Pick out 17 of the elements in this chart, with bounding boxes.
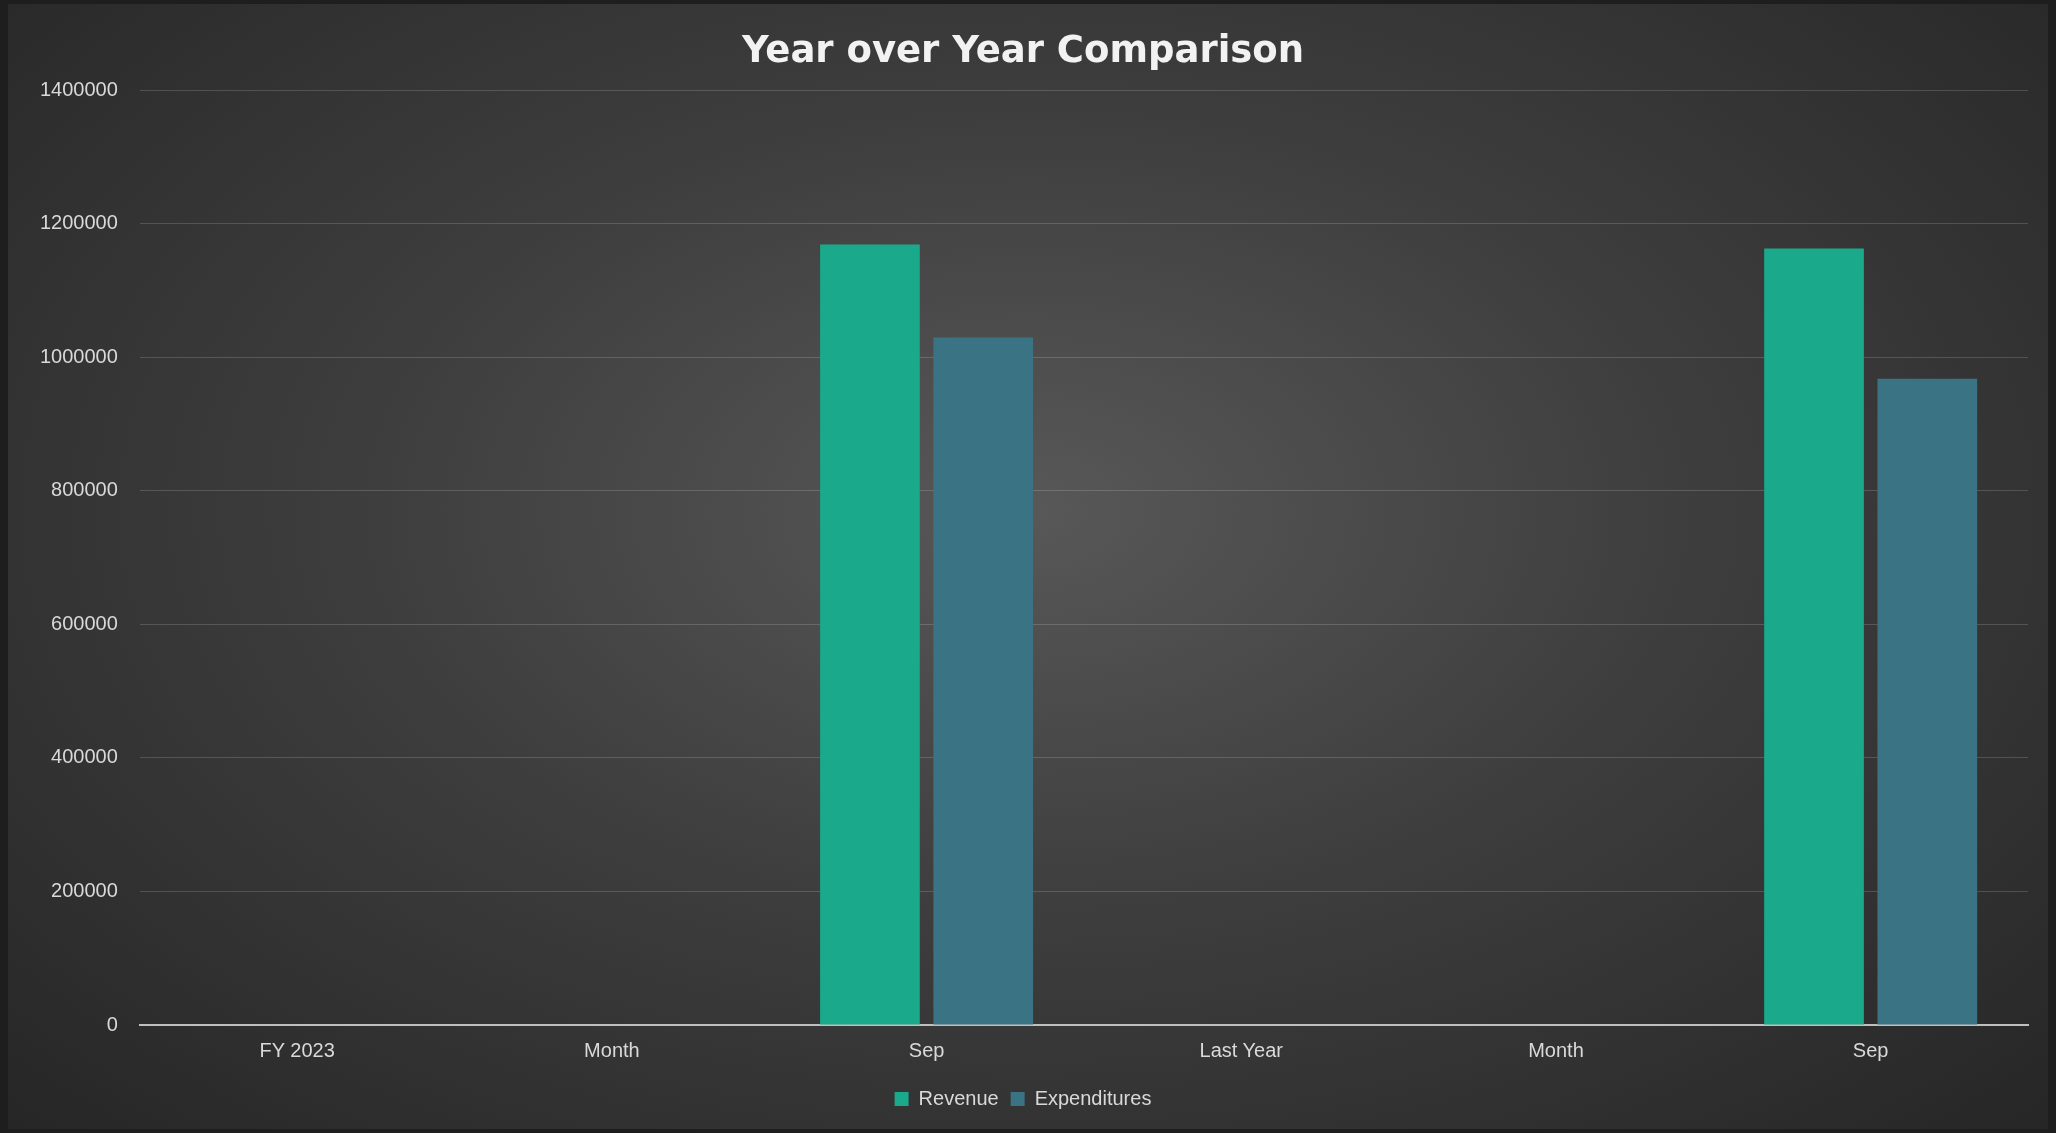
x-tick-label: Sep [1852,1038,1889,1061]
x-tick-label: Month [584,1038,640,1061]
x-tick-label: Month [1528,1038,1584,1061]
y-tick-label: 600000 [51,611,118,634]
y-tick-label: 0 [106,1012,118,1035]
x-tick-label: FY 2023 [259,1038,335,1061]
y-tick-label: 800000 [51,478,118,501]
y-tick-label: 1400000 [39,77,118,100]
legend-label: Revenue [918,1086,999,1109]
x-tick-label: Sep [908,1038,945,1061]
legend-label: Expenditures [1034,1086,1152,1109]
chart-title: Year over Year Comparison [740,27,1305,71]
y-tick-label: 400000 [51,745,118,768]
y-tick-label: 1000000 [39,344,118,367]
x-tick-label: Last Year [1199,1038,1284,1061]
y-tick-label: 200000 [51,879,118,901]
y-tick-label: 1200000 [39,211,118,234]
